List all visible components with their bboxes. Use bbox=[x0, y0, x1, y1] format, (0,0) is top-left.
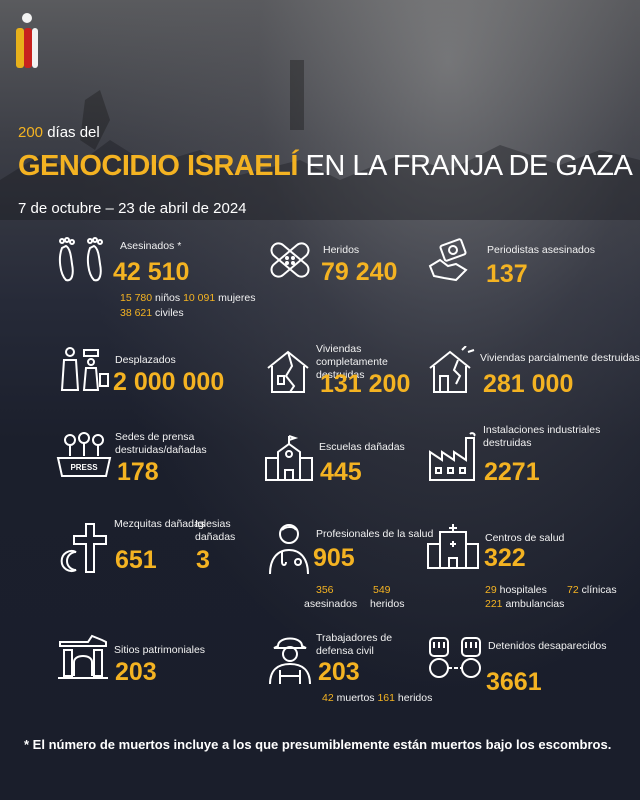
clinics-label: clínicas bbox=[578, 584, 617, 596]
destroyed-house-icon bbox=[267, 350, 309, 393]
industrial-value: 2271 bbox=[484, 458, 540, 486]
civil-defense-dead-label: muertos bbox=[333, 692, 378, 704]
women-count: 10 091 bbox=[180, 292, 216, 304]
killed-civilians: 38 621 civiles bbox=[120, 307, 184, 319]
children-label: niños bbox=[152, 292, 181, 304]
heritage-ruins-icon bbox=[58, 634, 108, 679]
rubble-silhouette bbox=[0, 60, 640, 220]
health-workers-injured-count: 549 bbox=[373, 584, 391, 596]
health-centers-label: Centros de salud bbox=[485, 532, 565, 544]
injured-value: 79 240 bbox=[321, 258, 398, 286]
press-hq-label: Sedes de prensa destruidas/dañadas bbox=[115, 431, 207, 457]
schools-label: Escuelas dañadas bbox=[319, 441, 405, 453]
civilians-count: 38 621 bbox=[120, 307, 153, 319]
ambulances-count: 221 ambulancias bbox=[485, 598, 564, 610]
displaced-value: 2 000 000 bbox=[113, 368, 225, 396]
mosques-value: 651 bbox=[115, 546, 157, 574]
days-text: días del bbox=[43, 124, 100, 141]
civil-defense-worker-icon bbox=[269, 637, 311, 685]
homes-destroyed-value: 131 200 bbox=[320, 370, 411, 398]
schools-value: 445 bbox=[320, 458, 362, 486]
injured-label: Heridos bbox=[323, 244, 360, 256]
churches-value: 3 bbox=[196, 546, 210, 574]
displaced-label: Desplazados bbox=[115, 354, 176, 366]
handcuffed-fists-icon bbox=[429, 637, 481, 678]
displaced-family-icon bbox=[60, 347, 109, 391]
title-highlight: GENOCIDIO ISRAELÍ bbox=[18, 150, 298, 182]
killed-women-children: 15 780 niños 10 091 mujeres bbox=[120, 292, 255, 304]
civil-defense-dead-num: 42 bbox=[322, 692, 334, 704]
homes-partial-value: 281 000 bbox=[483, 370, 574, 398]
hospitals-label: hospitales bbox=[496, 584, 547, 596]
churches-label: Iglesias dañadas bbox=[195, 518, 236, 544]
civilians-label: civiles bbox=[152, 307, 184, 319]
health-workers-label: Profesionales de la salud bbox=[316, 528, 434, 540]
heritage-value: 203 bbox=[115, 658, 157, 686]
footprints-icon bbox=[58, 237, 103, 282]
clinics-count: 72 clínicas bbox=[567, 584, 617, 596]
civil-defense-injured-label: heridos bbox=[394, 692, 433, 704]
civil-defense-breakdown: 42 muertos 161 heridos bbox=[322, 692, 432, 704]
days-count: 200 días del bbox=[18, 124, 100, 141]
heritage-label: Sitios patrimoniales bbox=[114, 644, 206, 656]
hospitals-count: 29 hospitales bbox=[485, 584, 547, 596]
ambulances-num: 221 bbox=[485, 598, 503, 610]
women-label: mujeres bbox=[215, 292, 256, 304]
press-hq-value: 178 bbox=[117, 458, 159, 486]
factory-icon bbox=[429, 432, 476, 481]
homes-partial-label: Viviendas parcialmente destruidas bbox=[480, 352, 640, 364]
health-centers-value: 322 bbox=[484, 544, 526, 572]
days-number: 200 bbox=[18, 124, 44, 141]
date-range: 7 de octubre – 23 de abril de 2024 bbox=[18, 200, 247, 217]
mosque-church-icon bbox=[60, 523, 107, 573]
school-icon bbox=[265, 435, 313, 481]
industrial-label: Instalaciones industriales destruidas bbox=[483, 424, 601, 450]
camera-hand-icon bbox=[428, 238, 468, 282]
health-worker-icon bbox=[269, 524, 309, 575]
civil-defense-value: 203 bbox=[318, 658, 360, 686]
svg-text:PRESS: PRESS bbox=[70, 463, 98, 472]
journalists-value: 137 bbox=[486, 260, 528, 288]
health-workers-killed-label: asesinados bbox=[304, 598, 358, 610]
ambulances-label: ambulancias bbox=[502, 598, 565, 610]
health-workers-value: 905 bbox=[313, 544, 355, 572]
children-count: 15 780 bbox=[120, 292, 153, 304]
homes-destroyed-label: Viviendas completamente destruidas bbox=[316, 343, 388, 382]
killed-label: Asesinados * bbox=[120, 240, 182, 252]
page-title: GENOCIDIO ISRAELÍ EN LA FRANJA DE GAZA bbox=[18, 150, 633, 183]
hospitals-num: 29 bbox=[485, 584, 497, 596]
hospital-icon bbox=[427, 524, 479, 569]
title-rest: EN LA FRANJA DE GAZA bbox=[297, 150, 633, 182]
health-workers-killed-count: 356 bbox=[316, 584, 334, 596]
mosques-label: Mezquitas dañadas bbox=[114, 518, 206, 530]
organization-logo bbox=[16, 13, 38, 68]
footnote: * El número de muertos incluye a los que… bbox=[24, 737, 612, 752]
health-workers-injured-label: heridos bbox=[370, 598, 405, 610]
bandage-icon bbox=[270, 242, 310, 278]
detained-value: 3661 bbox=[486, 668, 542, 696]
damaged-house-icon bbox=[429, 346, 475, 393]
killed-value: 42 510 bbox=[113, 258, 190, 286]
civil-defense-injured-num: 161 bbox=[377, 692, 395, 704]
clinics-num: 72 bbox=[567, 584, 579, 596]
detained-label: Detenidos desaparecidos bbox=[488, 640, 607, 652]
journalists-label: Periodistas asesinados bbox=[487, 244, 595, 256]
press-podium-icon: PRESS bbox=[56, 432, 112, 477]
civil-defense-label: Trabajadores de defensa civil bbox=[316, 632, 393, 658]
